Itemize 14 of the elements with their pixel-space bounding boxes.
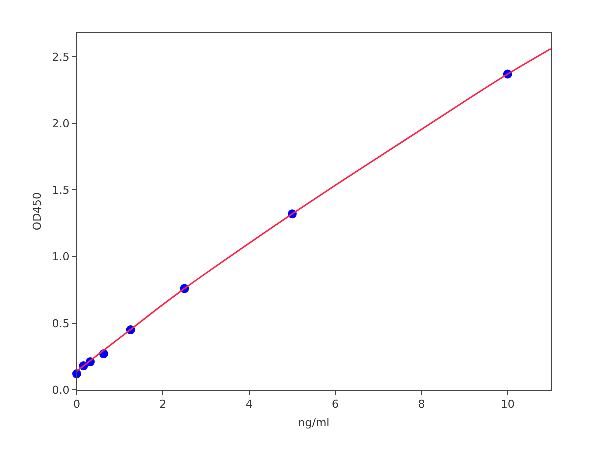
x-tick-label: 0 (74, 398, 80, 412)
y-tick-label: 0.5 (52, 317, 70, 330)
y-tick-label: 1.0 (52, 250, 70, 264)
y-tick-label: 2.5 (52, 50, 70, 64)
x-tick-label: 2 (160, 398, 167, 412)
x-tick-label: 6 (332, 398, 340, 412)
y-axis-title: OD450 (30, 192, 44, 231)
x-tick-label: 8 (418, 398, 426, 412)
x-axis-title: ng/ml (298, 416, 330, 430)
y-tick-label: 1.5 (52, 184, 70, 198)
x-tick-label: 4 (246, 398, 253, 412)
x-tick-label: 10 (500, 398, 515, 412)
y-tick-label: 0.0 (52, 384, 70, 397)
y-tick-label: 2.0 (52, 117, 70, 130)
